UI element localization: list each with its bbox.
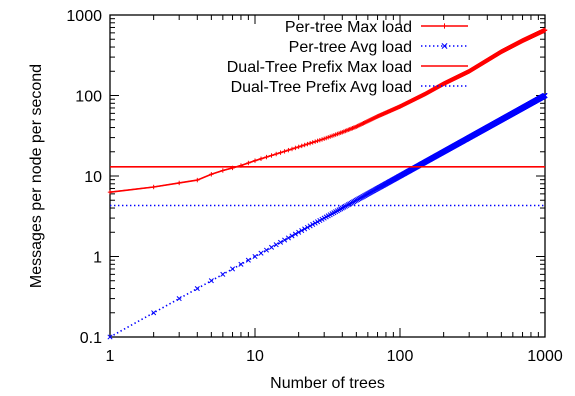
data-point-marker bbox=[252, 253, 258, 260]
x-tick-label: 100 bbox=[387, 348, 414, 365]
data-point-marker bbox=[304, 224, 311, 230]
data-point-marker bbox=[292, 231, 298, 237]
data-point-marker bbox=[542, 92, 548, 99]
legend-entry: Dual-Tree Prefix Max load bbox=[227, 59, 468, 76]
data-point-marker bbox=[151, 310, 157, 316]
data-point-marker bbox=[107, 334, 113, 340]
y-tick-label: 0.1 bbox=[80, 330, 102, 347]
legend-label: Per-tree Max load bbox=[285, 19, 412, 36]
data-point-marker bbox=[194, 285, 200, 292]
legend-marker bbox=[441, 23, 448, 29]
data-point-marker bbox=[273, 242, 279, 248]
data-point-marker bbox=[296, 229, 302, 235]
legend: Per-tree Max load Per-tree Avg load Dual-T… bbox=[227, 19, 468, 96]
legend-label: Dual-Tree Prefix Max load bbox=[227, 59, 412, 76]
series-markers bbox=[107, 92, 548, 340]
legend-entry: Dual-Tree Prefix Avg load bbox=[231, 79, 468, 96]
y-tick-label: 1000 bbox=[66, 8, 102, 25]
data-point-marker bbox=[307, 223, 313, 229]
data-point-marker bbox=[238, 261, 244, 267]
legend-label: Per-tree Avg load bbox=[289, 39, 412, 56]
data-point-marker bbox=[208, 278, 214, 284]
data-point-marker bbox=[229, 266, 236, 272]
y-tick-label: 100 bbox=[75, 89, 102, 106]
y-tick-label: 1 bbox=[93, 250, 102, 267]
data-point-marker bbox=[289, 233, 295, 239]
series-1 bbox=[107, 92, 548, 340]
series-line-overlay bbox=[109, 29, 546, 193]
legend-marker bbox=[441, 43, 448, 49]
data-point-marker bbox=[282, 237, 288, 243]
data-point-marker bbox=[312, 220, 318, 226]
data-point-marker bbox=[268, 244, 275, 250]
data-point-marker bbox=[299, 228, 305, 234]
x-tick-label: 1000 bbox=[527, 348, 563, 365]
x-axis-title: Number of trees bbox=[270, 375, 385, 392]
series-layer bbox=[107, 27, 548, 340]
x-tick-label: 10 bbox=[246, 348, 264, 365]
legend-label: Dual-Tree Prefix Avg load bbox=[231, 79, 412, 96]
data-point-marker bbox=[245, 257, 251, 263]
data-point-marker bbox=[220, 271, 226, 277]
data-point-marker bbox=[277, 239, 284, 245]
data-point-marker bbox=[263, 247, 270, 253]
data-point-marker bbox=[302, 226, 308, 232]
legend-entry: Per-tree Max load bbox=[285, 19, 468, 36]
data-point-marker bbox=[258, 250, 264, 256]
x-tick-label: 1 bbox=[106, 348, 115, 365]
y-axis-title: Messages per node per second bbox=[28, 64, 45, 288]
y-tick-label: 10 bbox=[84, 169, 102, 186]
data-point-marker bbox=[310, 221, 316, 228]
legend-entry: Per-tree Avg load bbox=[289, 39, 468, 56]
data-point-marker bbox=[285, 235, 291, 241]
series-0 bbox=[107, 27, 548, 195]
data-point-marker bbox=[176, 296, 182, 302]
